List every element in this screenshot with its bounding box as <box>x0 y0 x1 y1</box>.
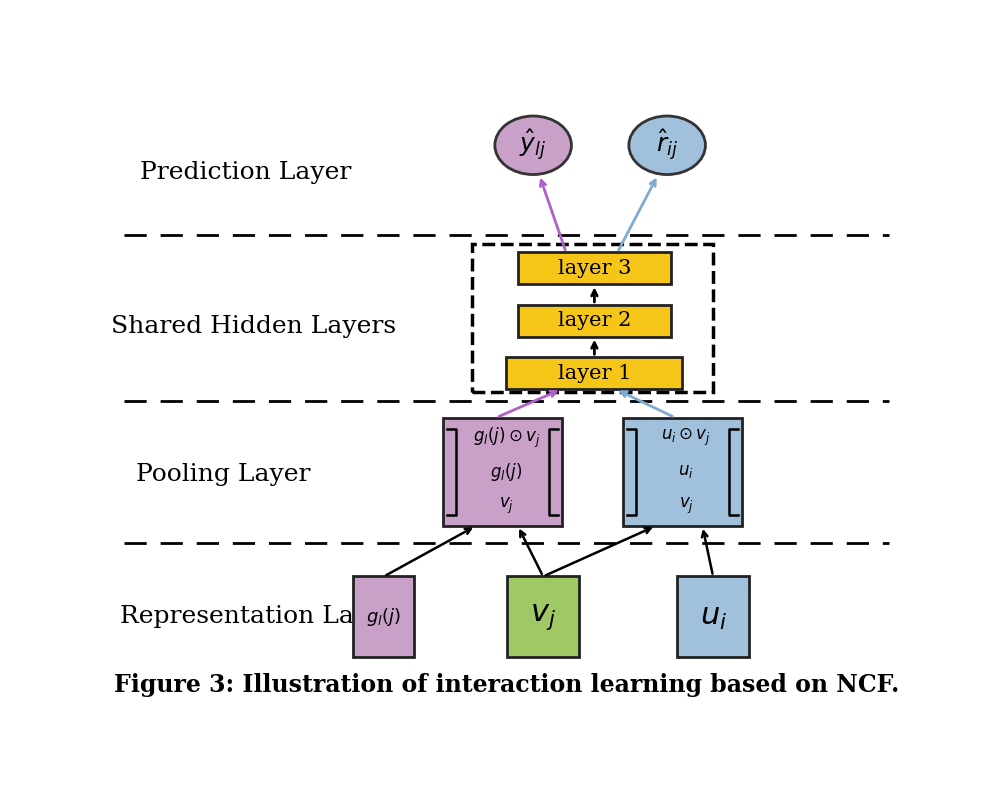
Text: $u_i\odot v_j$: $u_i\odot v_j$ <box>661 427 711 449</box>
Ellipse shape <box>495 116 571 174</box>
Text: $v_j$: $v_j$ <box>499 495 514 516</box>
Text: $\hat{r}_{ij}$: $\hat{r}_{ij}$ <box>656 128 678 163</box>
FancyBboxPatch shape <box>677 577 750 657</box>
Text: Representation Layer: Representation Layer <box>121 605 395 628</box>
FancyBboxPatch shape <box>623 418 742 526</box>
Text: $v_j$: $v_j$ <box>679 495 694 516</box>
Text: Shared Hidden Layers: Shared Hidden Layers <box>111 315 396 338</box>
Text: Figure 3: Illustration of interaction learning based on NCF.: Figure 3: Illustration of interaction le… <box>114 673 899 697</box>
Ellipse shape <box>628 116 705 174</box>
FancyBboxPatch shape <box>354 577 415 657</box>
FancyBboxPatch shape <box>518 305 671 337</box>
FancyBboxPatch shape <box>507 577 580 657</box>
Text: $\hat{y}_{lj}$: $\hat{y}_{lj}$ <box>520 128 546 163</box>
FancyBboxPatch shape <box>506 357 683 390</box>
Text: $u_i$: $u_i$ <box>679 463 695 480</box>
FancyBboxPatch shape <box>444 418 562 526</box>
Text: $u_i$: $u_i$ <box>700 601 726 632</box>
Text: layer 1: layer 1 <box>557 364 631 382</box>
Text: Prediction Layer: Prediction Layer <box>140 162 352 185</box>
Text: layer 2: layer 2 <box>557 311 631 330</box>
Text: $g_l(j)\odot v_j$: $g_l(j)\odot v_j$ <box>472 426 540 450</box>
Text: $v_j$: $v_j$ <box>531 601 556 632</box>
Text: $g_l(j)$: $g_l(j)$ <box>490 461 523 482</box>
Text: Pooling Layer: Pooling Layer <box>135 463 310 486</box>
Text: layer 3: layer 3 <box>557 259 631 278</box>
FancyBboxPatch shape <box>518 253 671 285</box>
Text: $g_l(j)$: $g_l(j)$ <box>367 606 401 627</box>
